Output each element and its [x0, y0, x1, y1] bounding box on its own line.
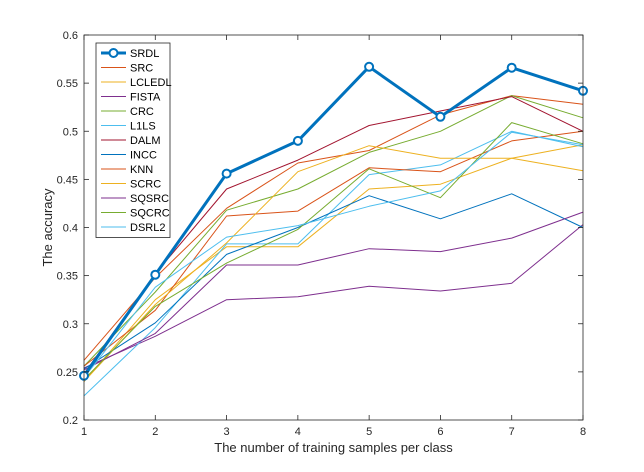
legend-marker	[108, 48, 119, 58]
legend-label: FISTA	[130, 92, 161, 104]
legend-item-dalm: DALM	[101, 135, 161, 147]
y-tick-label: 0.6	[63, 30, 78, 42]
legend-item-incc: INCC	[101, 150, 157, 162]
x-tick-label: 1	[81, 426, 87, 438]
series-line-incc	[83, 193, 584, 370]
x-tick-label: 5	[366, 426, 372, 438]
series-dsrl2	[83, 131, 584, 379]
series-fista	[83, 224, 584, 369]
y-tick-label: 0.2	[63, 415, 78, 427]
y-tick-label: 0.3	[63, 319, 78, 331]
legend-item-crc: CRC	[101, 106, 154, 118]
legend-label: L1LS	[130, 121, 156, 133]
legend: SRDL SRC LCLEDL FISTA CRC L1LS DALM INCC KNN SCRC…	[95, 42, 172, 238]
legend-item-knn: KNN	[101, 164, 153, 176]
x-tick-label: 2	[152, 426, 158, 438]
series-srdl	[79, 61, 588, 381]
legend-label: SRC	[130, 63, 153, 75]
series-line-l1ls	[83, 130, 584, 397]
data-point-srdl	[150, 269, 161, 280]
y-tick-label: 0.5	[63, 126, 78, 138]
legend-item-dsrl2: DSRL2	[101, 222, 165, 234]
series-line-sqcrc	[83, 122, 584, 380]
x-tick-label: 3	[224, 426, 230, 438]
series-line-fista	[83, 224, 584, 369]
data-point-srdl	[506, 62, 517, 73]
data-point-srdl	[364, 61, 375, 72]
legend-item-fista: FISTA	[101, 92, 161, 104]
legend-label: DALM	[130, 135, 161, 147]
legend-label: DSRL2	[130, 222, 165, 234]
axes	[83, 34, 584, 421]
series-sqsrc	[83, 211, 584, 371]
legend-label: LCLEDL	[130, 77, 172, 89]
legend-label: SCRC	[130, 179, 161, 191]
x-tick-label: 4	[295, 426, 301, 438]
y-tick-label: 0.55	[57, 78, 78, 90]
x-tick-label: 8	[580, 426, 586, 438]
series-layer	[79, 61, 588, 397]
series-incc	[83, 193, 584, 370]
x-tick-label: 7	[509, 426, 515, 438]
legend-item-lcledl: LCLEDL	[101, 77, 172, 89]
series-sqcrc	[83, 122, 584, 380]
y-tick-label: 0.25	[57, 367, 78, 379]
series-scrc	[83, 145, 584, 382]
data-point-srdl	[435, 111, 446, 122]
series-line-sqsrc	[83, 211, 584, 371]
legend-item-scrc: SCRC	[101, 179, 161, 191]
legend-label: KNN	[130, 164, 153, 176]
y-tick-label: 0.35	[57, 271, 78, 283]
y-tick-label: 0.45	[57, 174, 78, 186]
y-tick-label: 0.4	[63, 223, 78, 235]
legend-item-src: SRC	[101, 63, 153, 75]
legend-item-l1ls: L1LS	[101, 121, 156, 133]
legend-label: INCC	[130, 150, 157, 162]
series-line-srdl	[82, 65, 584, 377]
legend-label: CRC	[130, 106, 154, 118]
x-axis-label: The number of training samples per class	[214, 440, 453, 455]
data-point-srdl	[292, 135, 303, 146]
tick-labels: 1 2 3 4 5 6 7 8 0.2 0.25 0.3 0.35 0.4 0.45 0.5 0.55 0.6	[57, 30, 586, 438]
legend-label: SQSRC	[130, 193, 169, 205]
legend-item-srdl: SRDL	[101, 48, 159, 60]
data-point-srdl	[221, 168, 232, 179]
x-tick-label: 6	[437, 426, 443, 438]
legend-label: SQCRC	[130, 208, 170, 220]
legend-label: SRDL	[130, 48, 159, 60]
series-line-scrc	[83, 145, 584, 382]
legend-item-sqsrc: SQSRC	[101, 193, 169, 205]
series-line-lcledl	[83, 144, 584, 382]
y-axis-label: The accuracy	[40, 188, 55, 267]
legend-item-sqcrc: SQCRC	[101, 208, 170, 220]
series-l1ls	[83, 130, 584, 397]
series-line-dsrl2	[83, 131, 584, 379]
series-lcledl	[83, 144, 584, 382]
